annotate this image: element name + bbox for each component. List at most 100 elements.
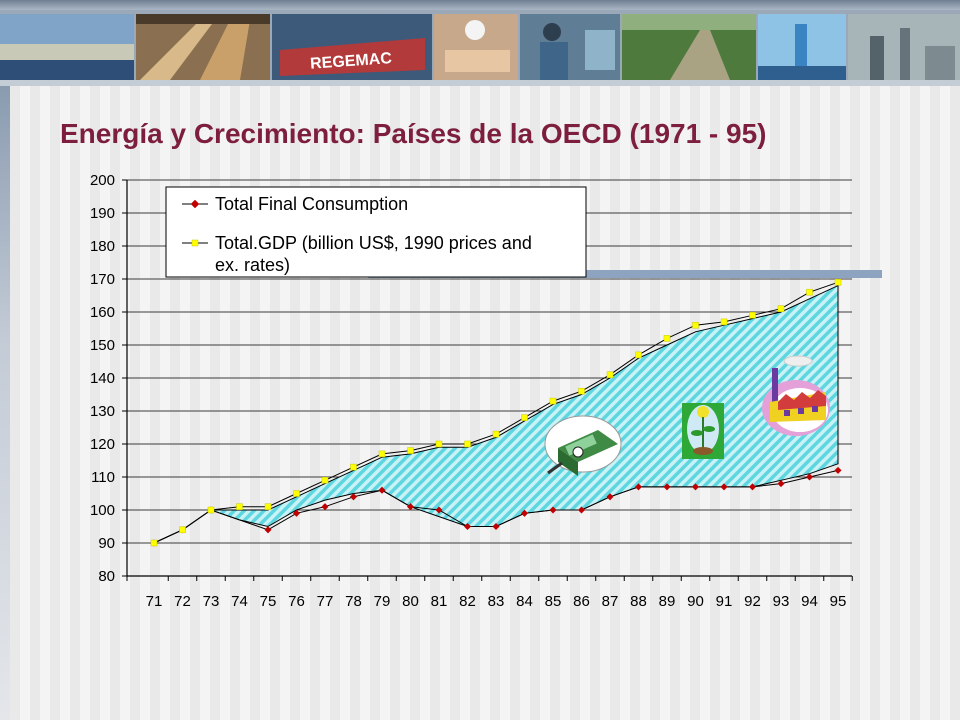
gdp-point — [692, 321, 699, 329]
gdp-point — [150, 539, 158, 547]
x-tick-label: 90 — [687, 593, 704, 610]
gdp-point — [720, 318, 728, 326]
consumption-point — [520, 509, 529, 517]
consumption-point — [834, 466, 842, 474]
left-accent-bar — [0, 86, 10, 720]
gdp-point — [834, 279, 842, 286]
seedling-icon — [682, 403, 724, 459]
gdp-point — [407, 447, 414, 454]
legend-box — [165, 186, 587, 278]
gdp-point — [236, 503, 243, 510]
x-tick-label: 74 — [231, 593, 248, 610]
x-tick-label: 95 — [830, 593, 847, 610]
legend-gdp-label: Total.GDP (billion US$, 1990 prices and — [215, 233, 532, 253]
gdp-point — [521, 414, 528, 421]
y-tick-label: 120 — [90, 436, 115, 453]
legend-consumption-marker — [190, 199, 200, 209]
consumption-point — [577, 506, 586, 514]
consumption-point — [378, 486, 386, 494]
shaded-band-area — [153, 284, 839, 544]
consumption-point — [663, 483, 671, 491]
x-tick-label: 89 — [659, 593, 676, 610]
lumber-factory-photo — [136, 14, 270, 80]
shaded-band — [153, 284, 839, 544]
legend-gdp-label-wrap: ex. rates) — [215, 255, 290, 275]
x-tick-label: 86 — [573, 593, 590, 610]
regemac-label: REGEMAC — [310, 50, 393, 73]
y-tick-label: 150 — [90, 337, 115, 354]
consumption-point — [691, 483, 700, 491]
consumption-point — [264, 526, 272, 534]
gdp-point — [321, 477, 329, 484]
consumption-point — [634, 483, 643, 491]
y-tick-label: 100 — [90, 502, 115, 519]
consumption-point — [321, 503, 329, 511]
svg-text:Total.GDP (billion US$, 1990 p: Total.GDP (billion US$, 1990 prices and … — [215, 233, 537, 275]
consumption-point — [606, 493, 614, 501]
legend-consumption-label: Total Final Consumption — [215, 194, 408, 214]
wind-tower-photo — [758, 14, 846, 80]
gdp-point — [578, 387, 585, 395]
x-tick-label: 79 — [374, 593, 391, 610]
consumption-point — [463, 522, 472, 531]
x-tick-label: 84 — [516, 593, 533, 610]
y-tick-label: 90 — [98, 535, 115, 552]
money-machine-icon — [544, 415, 622, 476]
gdp-point — [806, 288, 813, 296]
x-tick-label: 72 — [174, 593, 191, 610]
gdp-point — [350, 463, 357, 471]
consumption-point — [406, 503, 415, 511]
industrial-plant-photo — [848, 14, 960, 80]
x-tick-label: 88 — [630, 593, 647, 610]
gdp-point — [549, 397, 557, 405]
gdp-point — [749, 312, 756, 319]
y-tick-label: 190 — [90, 205, 115, 222]
axes — [122, 179, 853, 581]
consumption-point — [720, 483, 728, 491]
y-tick-label: 160 — [90, 304, 115, 321]
regemac-machine-photo: REGEMAC — [272, 14, 432, 80]
x-tick-label: 76 — [288, 593, 305, 610]
series-line-0 — [153, 469, 839, 544]
gdp-point — [492, 430, 500, 438]
series-group — [150, 279, 842, 547]
x-tick-label: 81 — [431, 593, 448, 610]
x-tick-label: 91 — [716, 593, 733, 610]
y-tick-label: 200 — [90, 172, 115, 189]
tick-labels: 80 90 100 110 120 130 140 150 160 170 180 190 200 71 7… — [90, 172, 846, 610]
y-tick-label: 110 — [91, 469, 115, 486]
x-tick-label: 77 — [317, 593, 334, 610]
factory-icon — [762, 355, 830, 436]
gdp-point — [378, 450, 386, 458]
gdp-point — [663, 335, 671, 342]
x-tick-label: 73 — [203, 593, 220, 610]
x-tick-label: 75 — [260, 593, 277, 610]
consumption-point — [292, 509, 301, 517]
gdp-point — [777, 305, 785, 312]
x-tick-label: 94 — [801, 593, 818, 610]
accent-bar — [368, 270, 882, 278]
y-tick-label: 80 — [98, 568, 115, 585]
consumption-point — [492, 522, 500, 531]
y-tick-label: 140 — [90, 370, 115, 387]
x-tick-label: 78 — [345, 593, 362, 610]
consumption-point — [549, 506, 557, 514]
x-tick-label: 93 — [773, 593, 790, 610]
x-tick-label: 92 — [744, 593, 761, 610]
x-tick-label: 83 — [488, 593, 505, 610]
consumption-point — [777, 480, 785, 488]
coastal-landscape-photo — [0, 14, 134, 80]
x-tick-label: 82 — [459, 593, 476, 610]
x-tick-label: 71 — [146, 593, 163, 610]
consumption-point — [435, 506, 443, 514]
gdp-point — [179, 526, 186, 534]
page-title: Energía y Crecimiento: Países de la OECD… — [60, 118, 767, 149]
y-tick-label: 130 — [90, 403, 115, 420]
legend-gdp-marker — [191, 239, 199, 247]
gdp-point — [293, 490, 300, 497]
y-tick-label: 170 — [90, 271, 115, 288]
gdp-point — [606, 371, 614, 378]
y-tick-label: 180 — [90, 238, 115, 255]
consumption-point — [748, 483, 757, 491]
